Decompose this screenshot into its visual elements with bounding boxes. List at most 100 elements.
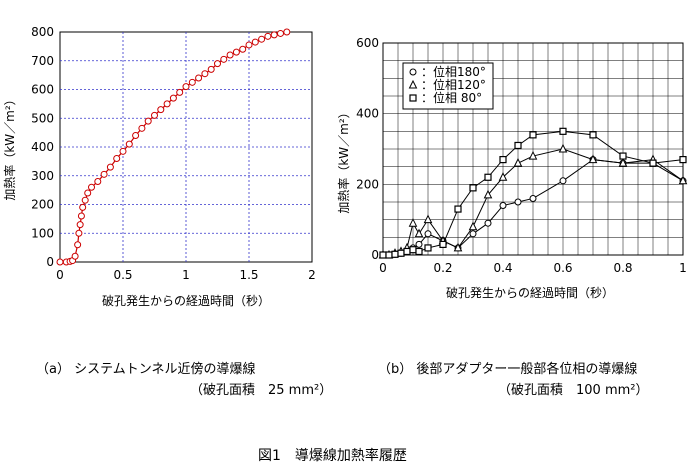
- panel-b-data-point: [424, 244, 432, 252]
- panel-a-data-point: [157, 106, 165, 114]
- legend-marker: [409, 94, 417, 102]
- panel-a-data-point: [71, 252, 79, 260]
- panel-a-y-tick-label: 400: [31, 140, 54, 154]
- panel-b-x-tick-label: 0.6: [553, 261, 572, 275]
- panel-b-data-point: [589, 131, 597, 139]
- panel-a-y-tick-label: 0: [46, 255, 54, 269]
- panel-b-data-point: [423, 214, 433, 224]
- legend-label: ：位相180°: [421, 64, 486, 79]
- panel-b-data-point: [484, 219, 492, 227]
- panel-b-x-tick-label: 0.8: [613, 261, 632, 275]
- panel-b-data-point: [408, 218, 418, 227]
- panel-a-data-point: [125, 140, 133, 148]
- legend-marker: [408, 79, 418, 89]
- panel-a-data-point: [138, 124, 146, 132]
- panel-b-data-point: [528, 150, 538, 160]
- panel-b-x-tick-label: 1: [679, 261, 687, 275]
- panel-a-data-point: [195, 74, 203, 82]
- panel-a-data-point: [258, 35, 266, 43]
- panel-b-y-tick-label: 200: [356, 177, 379, 191]
- panel-a-data-point: [76, 221, 84, 229]
- panel-b-data-point: [679, 156, 687, 164]
- panel-a-x-tick-label: 1: [182, 268, 190, 282]
- panel-a-data-point: [239, 45, 247, 53]
- panel-a-area-caption: （破孔面積 25 mm²）: [190, 383, 333, 398]
- panel-b-data-point: [588, 154, 598, 164]
- panel-b-data-point: [397, 249, 405, 257]
- panel-a-y-tick-label: 200: [31, 198, 54, 212]
- panel-a-y-tick-label: 500: [31, 111, 54, 125]
- panel-a-caption: （a） システムトンネル近傍の導爆線: [36, 362, 256, 377]
- panel-a-x-tick-label: 0.5: [113, 268, 132, 282]
- panel-b-y-tick-label: 400: [356, 107, 379, 121]
- panel-b-data-point: [403, 247, 411, 256]
- panel-b-data-point: [469, 230, 477, 238]
- panel-a-data-point: [84, 189, 92, 197]
- panel-a-data-point: [132, 132, 140, 139]
- panel-b-data-point: [499, 202, 507, 210]
- panel-a-data-point: [214, 60, 221, 68]
- panel-b-data-point: [558, 143, 568, 153]
- panel-a-data-point: [169, 94, 177, 102]
- panel-a-x-tick-label: 0: [56, 268, 64, 282]
- panel-a-data-point: [201, 70, 209, 78]
- panel-a-data-point: [106, 163, 114, 171]
- panel-b-data-point: [414, 228, 424, 238]
- panel-a-y-axis-label: 加熱率（kW／m²）: [2, 93, 17, 200]
- panel-a-data-point: [163, 100, 171, 108]
- legend-marker: [409, 68, 417, 76]
- panel-b-area-caption: （破孔面積 100 mm²）: [498, 383, 649, 398]
- panel-b-x-axis-label: 破孔発生からの経過時間（秒）: [446, 285, 614, 300]
- panel-a-data-point: [245, 41, 253, 49]
- panel-b-data-point: [483, 189, 493, 199]
- panel-a-data-point: [277, 29, 284, 37]
- panel-a-chart: 0 0.5 1 1.5 2 0 100 200 300 400 500 600 700 800 加熱率（k…: [2, 25, 316, 308]
- panel-b-data-point: [439, 240, 447, 248]
- panel-a-x-tick-label: 1.5: [239, 268, 258, 282]
- panel-a-data-point: [283, 28, 291, 36]
- panel-b-data-point: [424, 230, 432, 238]
- panel-b-data-point: [559, 127, 567, 135]
- panel-a-y-tick-label: 700: [31, 54, 54, 68]
- panel-b-data-point: [514, 198, 522, 206]
- panel-a-data-point: [94, 178, 102, 185]
- panel-b-data-point: [649, 159, 657, 167]
- legend-label: ：位相120°: [421, 77, 486, 92]
- panel-a-data-point: [119, 147, 127, 155]
- panel-a-data-point: [182, 83, 190, 91]
- panel-a-data-point: [188, 78, 196, 86]
- panel-a-data-point: [151, 111, 158, 119]
- figure-caption: 図1 導爆線加熱率履歴: [258, 448, 407, 464]
- panel-a-data-point: [226, 51, 234, 59]
- panel-a-data-point: [144, 117, 152, 125]
- panel-b-x-tick-label: 0.4: [493, 261, 512, 275]
- panel-b-data-point: [619, 152, 627, 160]
- legend-box: [402, 62, 494, 110]
- panel-a-data-point: [79, 203, 87, 211]
- panel-a-data-point: [56, 258, 64, 266]
- panel-a-data-point: [77, 212, 85, 220]
- panel-b-data-point: [385, 251, 393, 259]
- panel-b-legend: ：位相180°：位相120°：位相 80°: [402, 62, 494, 110]
- panel-b-data-point: [454, 205, 462, 213]
- panel-a-data-point: [207, 65, 215, 73]
- panel-a-y-tick-label: 800: [31, 25, 54, 39]
- panel-b-data-point: [415, 247, 423, 256]
- panel-a-data-point: [176, 88, 184, 96]
- panel-b-data-point: [513, 158, 523, 167]
- panel-b-data-point: [484, 173, 492, 181]
- panel-b-data-point: [678, 175, 688, 185]
- panel-b-x-tick-label: 0: [379, 261, 387, 275]
- panel-b-y-axis-label: 加熱率（kW／m²）: [336, 106, 351, 213]
- panel-a-data-point: [81, 196, 89, 204]
- panel-a-y-tick-label: 300: [31, 169, 54, 183]
- panel-b-data-point: [529, 194, 537, 202]
- panel-b-data-point: [468, 221, 478, 231]
- panel-b-data-point: [409, 246, 417, 254]
- panel-a-data-point: [74, 241, 82, 249]
- panel-b-y-tick-label: 600: [356, 36, 379, 50]
- panel-a-data-point: [270, 31, 278, 39]
- panel-a-data-point: [75, 229, 83, 237]
- legend-label: ：位相 80°: [421, 90, 482, 105]
